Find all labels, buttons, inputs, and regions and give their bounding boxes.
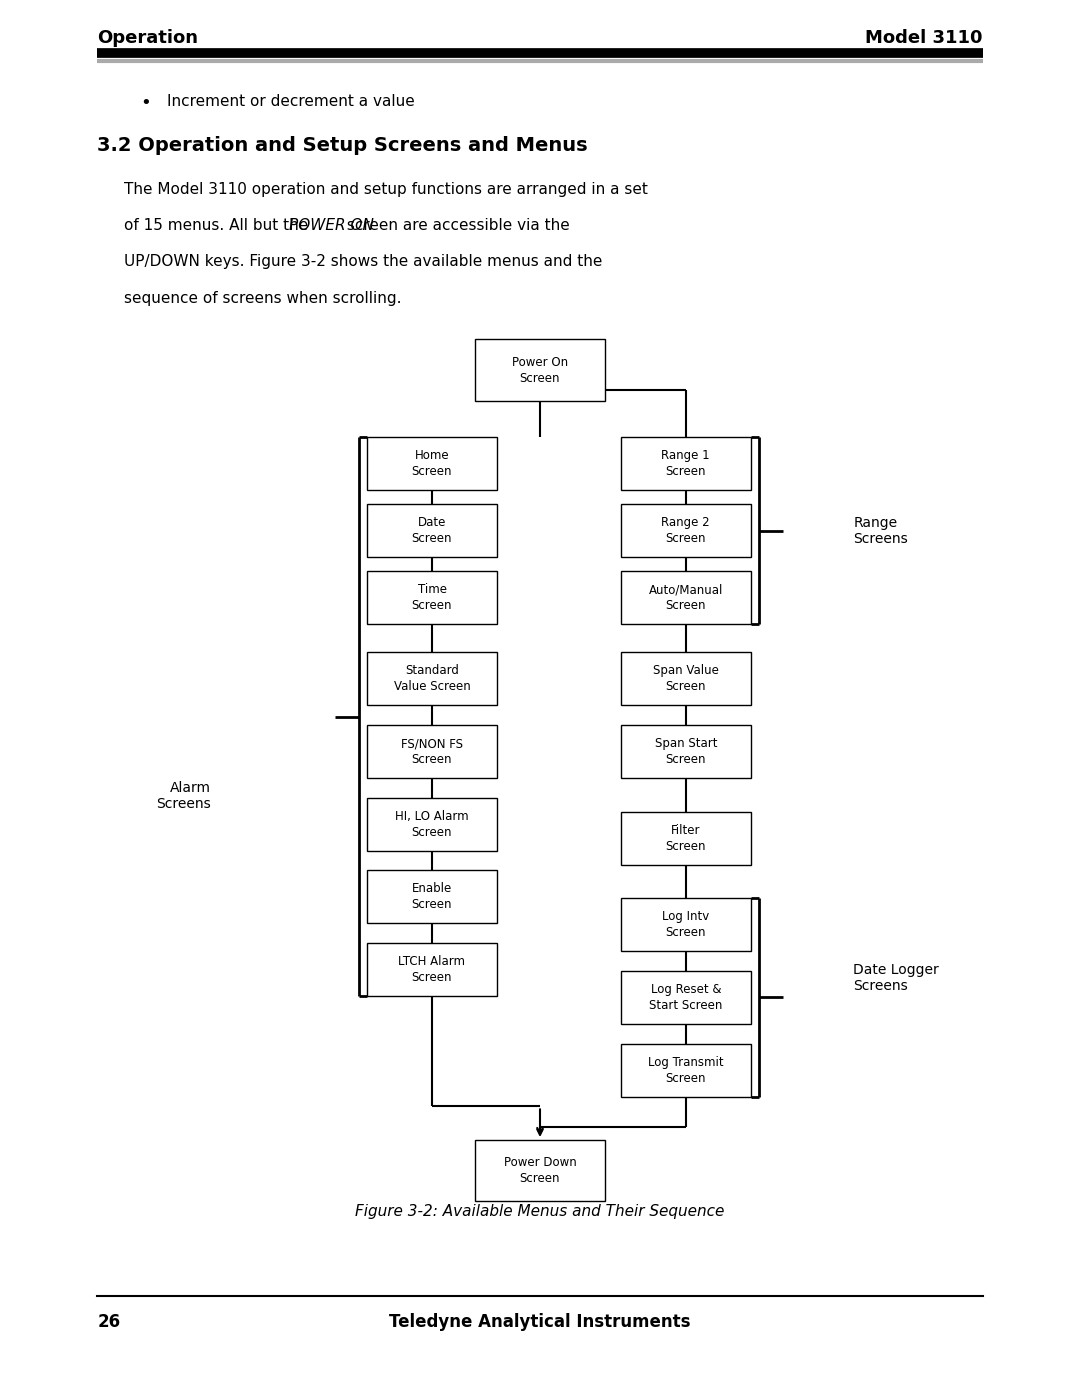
FancyBboxPatch shape [621, 725, 751, 778]
Text: Standard
Value Screen: Standard Value Screen [393, 665, 471, 693]
FancyBboxPatch shape [621, 971, 751, 1024]
Text: Range 2
Screen: Range 2 Screen [661, 517, 711, 545]
Text: Figure 3-2: Available Menus and Their Sequence: Figure 3-2: Available Menus and Their Se… [355, 1204, 725, 1220]
Text: Power On
Screen: Power On Screen [512, 356, 568, 384]
Text: Date Logger
Screens: Date Logger Screens [853, 963, 939, 993]
FancyBboxPatch shape [367, 870, 497, 923]
Text: The Model 3110 operation and setup functions are arranged in a set: The Model 3110 operation and setup funct… [124, 182, 648, 197]
Text: UP/DOWN keys. Figure 3-2 shows the available menus and the: UP/DOWN keys. Figure 3-2 shows the avail… [124, 254, 603, 270]
FancyBboxPatch shape [621, 652, 751, 705]
Text: sequence of screens when scrolling.: sequence of screens when scrolling. [124, 291, 402, 306]
Text: •: • [140, 94, 151, 112]
Text: Operation: Operation [97, 29, 199, 47]
FancyBboxPatch shape [367, 725, 497, 778]
FancyBboxPatch shape [621, 571, 751, 624]
FancyBboxPatch shape [367, 437, 497, 490]
FancyBboxPatch shape [367, 798, 497, 851]
FancyBboxPatch shape [475, 1140, 605, 1201]
FancyBboxPatch shape [621, 898, 751, 951]
Text: Log Intv
Screen: Log Intv Screen [662, 911, 710, 939]
FancyBboxPatch shape [475, 339, 605, 401]
Text: Date
Screen: Date Screen [411, 517, 453, 545]
Text: Span Value
Screen: Span Value Screen [653, 665, 718, 693]
Text: FS/NON FS
Screen: FS/NON FS Screen [401, 738, 463, 766]
Text: LTCH Alarm
Screen: LTCH Alarm Screen [399, 956, 465, 983]
FancyBboxPatch shape [367, 652, 497, 705]
Text: Filter
Screen: Filter Screen [665, 824, 706, 852]
FancyBboxPatch shape [367, 943, 497, 996]
Text: 26: 26 [97, 1313, 120, 1331]
Text: screen are accessible via the: screen are accessible via the [341, 218, 569, 233]
Text: Power Down
Screen: Power Down Screen [503, 1157, 577, 1185]
Text: Model 3110: Model 3110 [865, 29, 983, 47]
Text: Auto/Manual
Screen: Auto/Manual Screen [649, 584, 723, 612]
FancyBboxPatch shape [367, 571, 497, 624]
Text: Enable
Screen: Enable Screen [411, 883, 453, 911]
Text: Alarm
Screens: Alarm Screens [156, 781, 211, 812]
Text: POWER ON: POWER ON [289, 218, 374, 233]
FancyBboxPatch shape [367, 504, 497, 557]
FancyBboxPatch shape [621, 812, 751, 865]
FancyBboxPatch shape [621, 504, 751, 557]
Text: Log Reset &
Start Screen: Log Reset & Start Screen [649, 983, 723, 1011]
Text: Range 1
Screen: Range 1 Screen [661, 450, 711, 478]
Text: Range
Screens: Range Screens [853, 515, 908, 546]
Text: Increment or decrement a value: Increment or decrement a value [167, 94, 415, 109]
Text: HI, LO Alarm
Screen: HI, LO Alarm Screen [395, 810, 469, 838]
Text: Home
Screen: Home Screen [411, 450, 453, 478]
Text: Teledyne Analytical Instruments: Teledyne Analytical Instruments [389, 1313, 691, 1331]
Text: 3.2 Operation and Setup Screens and Menus: 3.2 Operation and Setup Screens and Menu… [97, 136, 588, 155]
Text: Time
Screen: Time Screen [411, 584, 453, 612]
Text: Log Transmit
Screen: Log Transmit Screen [648, 1056, 724, 1084]
FancyBboxPatch shape [621, 437, 751, 490]
FancyBboxPatch shape [621, 1044, 751, 1097]
Text: of 15 menus. All but the: of 15 menus. All but the [124, 218, 313, 233]
Text: Span Start
Screen: Span Start Screen [654, 738, 717, 766]
